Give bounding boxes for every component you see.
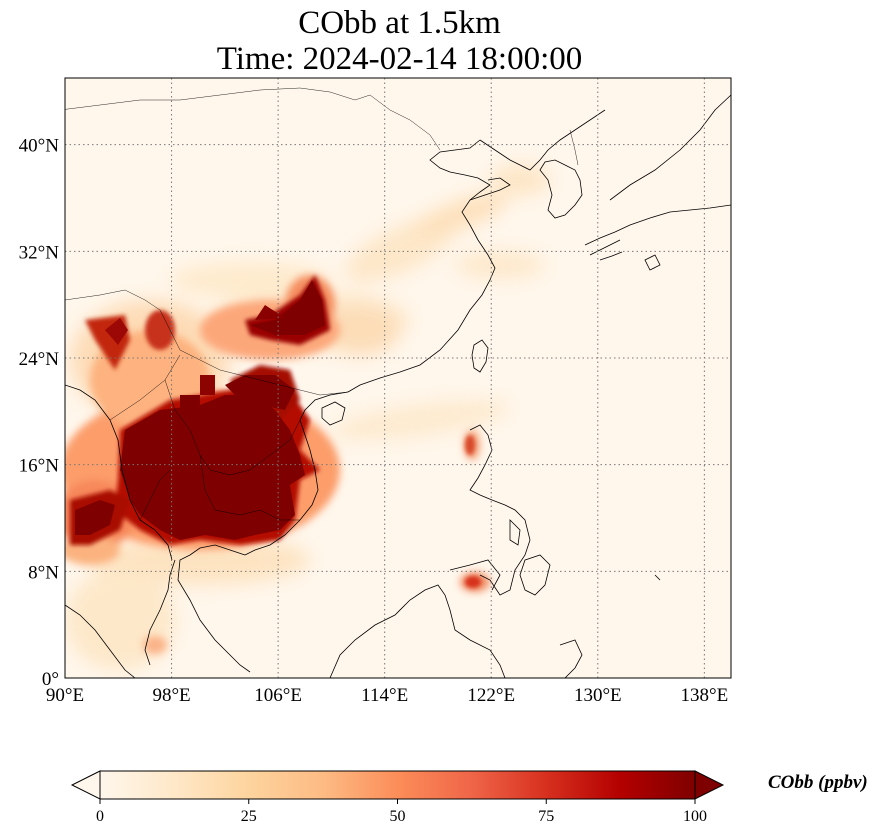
lon-tick-label: 114°E [361, 685, 408, 706]
lon-tick-label: 122°E [467, 685, 515, 706]
lon-tick-label: 90°E [46, 685, 84, 706]
colorbar-tick-label: 75 [538, 808, 554, 825]
colorbar-tick-label: 100 [683, 808, 707, 825]
lat-tick-label: 8°N [28, 562, 59, 583]
lat-tick-label: 32°N [19, 242, 60, 263]
colorbar-extend-max [694, 770, 725, 800]
map-title-variable: CObb at 1.5km [298, 5, 501, 41]
colorbar-tick-label: 50 [390, 808, 406, 825]
latitude-tick-labels: 0° 8°N 16°N 24°N 32°N 40°N [19, 136, 60, 690]
lon-tick-label: 130°E [574, 685, 622, 706]
country-borders [65, 87, 579, 521]
lat-tick-label: 16°N [19, 456, 60, 477]
cobb-concentration-field [65, 164, 550, 670]
colorbar: 0 25 50 75 100 CObb (ppbv) [70, 770, 868, 825]
colorbar-tick-label: 25 [241, 808, 257, 825]
coastlines [65, 94, 731, 678]
longitude-tick-labels: 90°E 98°E 106°E 114°E 122°E 130°E 138°E [46, 685, 728, 706]
lon-tick-label: 106°E [254, 685, 302, 706]
colorbar-tick-label: 0 [96, 808, 104, 825]
gridlines [65, 78, 731, 678]
colorbar-label: CObb (ppbv) [768, 772, 868, 793]
map-title-time: Time: 2024-02-14 18:00:00 [216, 41, 583, 77]
lon-tick-label: 138°E [681, 685, 729, 706]
colorbar-extend-min [70, 770, 101, 800]
lon-tick-label: 98°E [152, 685, 190, 706]
lat-tick-label: 40°N [19, 136, 60, 157]
map-frame [64, 77, 732, 679]
lat-tick-label: 0° [42, 669, 59, 690]
colorbar-ticks: 0 25 50 75 100 [96, 799, 707, 825]
lat-tick-label: 24°N [19, 349, 60, 370]
colorbar-gradient [100, 771, 695, 799]
